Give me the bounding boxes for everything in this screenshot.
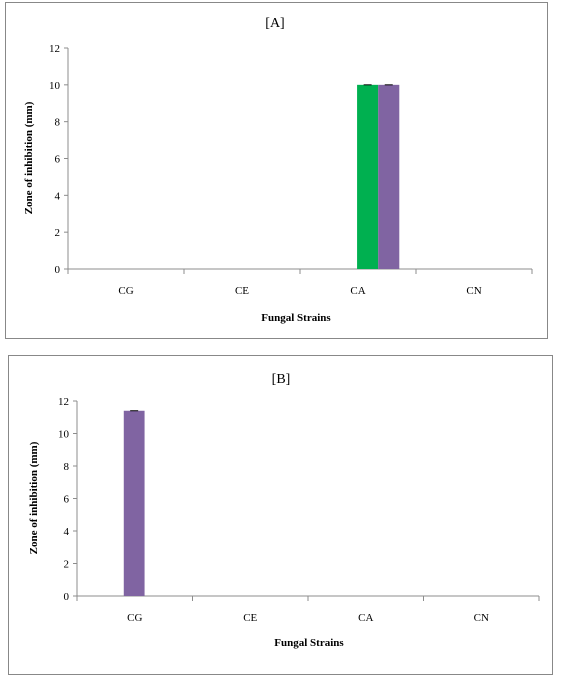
x-tick-label: CG <box>118 285 133 297</box>
y-axis-title: Zone of inhibition (mm) <box>28 441 40 554</box>
y-tick-label: 10 <box>58 429 70 441</box>
y-tick-label: 2 <box>64 559 70 571</box>
x-tick-label: CE <box>235 285 249 297</box>
x-tick-label: CA <box>358 612 373 624</box>
chart-a-svg: [A] 0 2 4 6 8 10 12 CG CE CA CN Fungal Strains Zone o… <box>23 16 533 324</box>
x-tick-label: CG <box>127 612 142 624</box>
y-tick-label: 2 <box>55 227 61 239</box>
chart-panel-a: [A] 0 2 4 6 8 10 12 CG CE CA CN Fungal Strains Zone o… <box>5 2 548 339</box>
y-tick-label: 0 <box>64 591 70 603</box>
y-tick-label: 8 <box>55 117 61 129</box>
y-tick-label: 12 <box>49 43 60 55</box>
y-axis-title: Zone of inhibition (mm) <box>23 101 35 214</box>
y-tick-label: 0 <box>55 264 61 276</box>
y-tick-label: 6 <box>64 494 70 506</box>
y-tick-label: 4 <box>64 526 70 538</box>
y-tick-label: 10 <box>49 80 61 92</box>
x-tick-label: CA <box>350 285 365 297</box>
y-tick-label: 6 <box>55 154 61 166</box>
bar <box>378 84 400 269</box>
x-tick-label: CN <box>466 285 481 297</box>
x-axis-title: Fungal Strains <box>274 637 344 649</box>
y-tick-label: 8 <box>64 461 70 473</box>
y-tick-label: 4 <box>55 190 61 202</box>
bar <box>123 410 145 596</box>
x-tick-label: CE <box>243 612 257 624</box>
chart-b-svg: [B] 0 2 4 6 8 10 12 CG CE CA CN Fungal Strains Zone o… <box>28 372 540 649</box>
bar <box>357 84 379 269</box>
x-axis-title: Fungal Strains <box>261 312 331 324</box>
chart-title: [A] <box>265 16 284 31</box>
chart-panel-b: [B] 0 2 4 6 8 10 12 CG CE CA CN Fungal Strains Zone o… <box>8 355 553 675</box>
y-tick-label: 12 <box>58 396 69 408</box>
x-tick-label: CN <box>474 612 489 624</box>
chart-title: [B] <box>272 372 291 387</box>
